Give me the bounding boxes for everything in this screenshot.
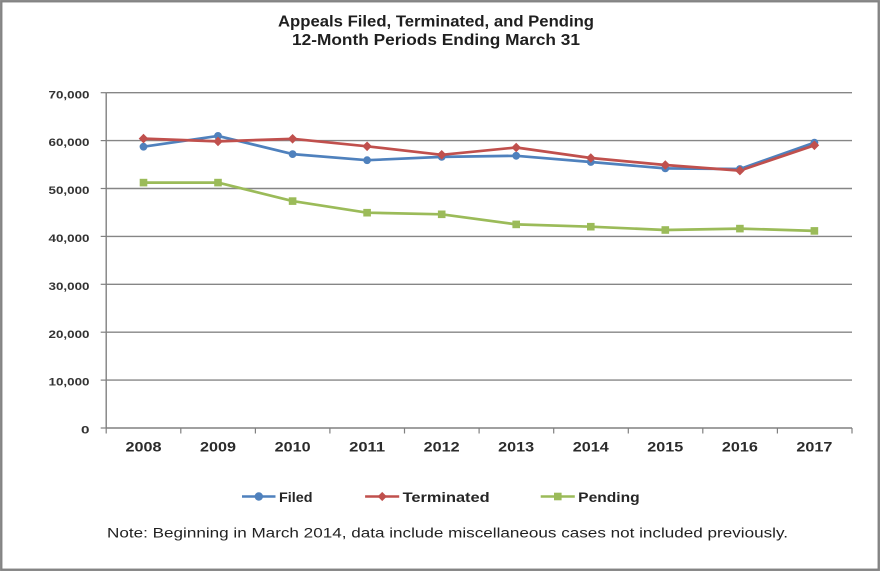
svg-text:Note: Beginning in March 2014,: Note: Beginning in March 2014, data incl… — [107, 526, 788, 541]
svg-text:2016: 2016 — [722, 439, 758, 455]
svg-text:2012: 2012 — [424, 439, 460, 455]
svg-text:2014: 2014 — [573, 439, 609, 455]
svg-text:60,000: 60,000 — [49, 137, 90, 149]
svg-text:2013: 2013 — [498, 439, 534, 455]
svg-text:70,000: 70,000 — [49, 89, 90, 101]
svg-text:Filed: Filed — [279, 490, 313, 505]
svg-text:0: 0 — [81, 425, 90, 437]
svg-text:30,000: 30,000 — [49, 281, 90, 293]
svg-text:2008: 2008 — [126, 439, 162, 455]
svg-text:Appeals Filed, Terminated, and: Appeals Filed, Terminated, and Pending — [278, 14, 594, 31]
svg-text:2010: 2010 — [275, 439, 311, 455]
svg-text:10,000: 10,000 — [49, 377, 90, 389]
svg-text:12-Month Periods Ending March: 12-Month Periods Ending March 31 — [292, 32, 580, 49]
svg-text:Terminated: Terminated — [403, 490, 490, 505]
svg-text:50,000: 50,000 — [49, 185, 90, 197]
svg-text:20,000: 20,000 — [49, 329, 90, 341]
svg-text:2017: 2017 — [796, 439, 832, 455]
svg-text:2015: 2015 — [647, 439, 683, 455]
svg-text:Pending: Pending — [578, 490, 639, 505]
svg-text:2011: 2011 — [349, 439, 385, 455]
svg-text:40,000: 40,000 — [49, 233, 90, 245]
svg-text:2009: 2009 — [200, 439, 236, 455]
